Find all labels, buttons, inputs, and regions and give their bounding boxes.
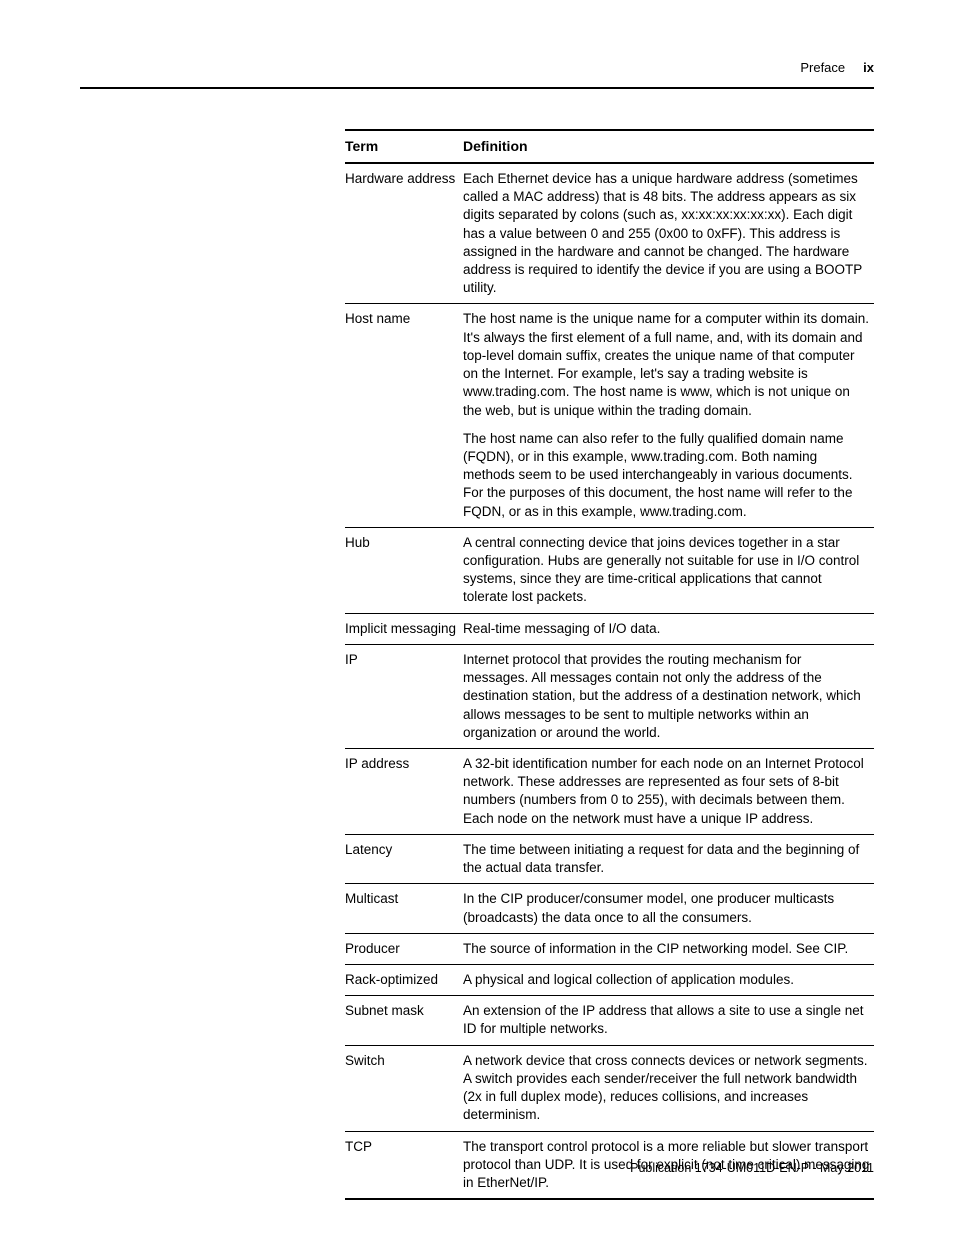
table-row: Latency The time between initiating a re… — [345, 834, 874, 883]
table-row: Multicast In the CIP producer/consumer m… — [345, 884, 874, 933]
definition-cell: An extension of the IP address that allo… — [463, 996, 874, 1045]
term-cell: IP — [345, 644, 463, 748]
definition-cell: Each Ethernet device has a unique hardwa… — [463, 163, 874, 304]
term-cell: Host name — [345, 304, 463, 527]
page-number: ix — [863, 60, 874, 75]
table-body: Hardware address Each Ethernet device ha… — [345, 163, 874, 1199]
table-row: Producer The source of information in th… — [345, 933, 874, 964]
definition-cell: The source of information in the CIP net… — [463, 933, 874, 964]
term-cell: Latency — [345, 834, 463, 883]
table-row: Subnet mask An extension of the IP addre… — [345, 996, 874, 1045]
term-cell: Subnet mask — [345, 996, 463, 1045]
table-row: Rack-optimized A physical and logical co… — [345, 964, 874, 995]
glossary-table: Term Definition Hardware address Each Et… — [345, 129, 874, 1200]
footer-publication: Publication 1734-UM011D-EN-P - May 2011 — [630, 1161, 874, 1175]
term-cell: Implicit messaging — [345, 613, 463, 644]
table-row: IP Internet protocol that provides the r… — [345, 644, 874, 748]
term-cell: Producer — [345, 933, 463, 964]
term-cell: TCP — [345, 1131, 463, 1199]
term-cell: Hub — [345, 527, 463, 613]
definition-cell: In the CIP producer/consumer model, one … — [463, 884, 874, 933]
definition-cell: The host name is the unique name for a c… — [463, 304, 874, 527]
term-cell: Hardware address — [345, 163, 463, 304]
page: Preface ix Term Definition Hardware addr… — [0, 0, 954, 1235]
term-cell: Switch — [345, 1045, 463, 1131]
column-header-term: Term — [345, 130, 463, 163]
table-header-row: Term Definition — [345, 130, 874, 163]
table-row: Host name The host name is the unique na… — [345, 304, 874, 527]
term-cell: Multicast — [345, 884, 463, 933]
section-label: Preface — [800, 60, 845, 75]
definition-cell: A 32-bit identification number for each … — [463, 749, 874, 835]
definition-cell: Internet protocol that provides the rout… — [463, 644, 874, 748]
table-row: Hub A central connecting device that joi… — [345, 527, 874, 613]
content-area: Term Definition Hardware address Each Et… — [345, 129, 874, 1200]
definition-cell: A central connecting device that joins d… — [463, 527, 874, 613]
page-header: Preface ix — [80, 60, 874, 89]
term-cell: IP address — [345, 749, 463, 835]
table-row: Hardware address Each Ethernet device ha… — [345, 163, 874, 304]
definition-cell: A physical and logical collection of app… — [463, 964, 874, 995]
table-row: IP address A 32-bit identification numbe… — [345, 749, 874, 835]
column-header-definition: Definition — [463, 130, 874, 163]
table-row: Switch A network device that cross conne… — [345, 1045, 874, 1131]
definition-cell: A network device that cross connects dev… — [463, 1045, 874, 1131]
table-row: Implicit messaging Real-time messaging o… — [345, 613, 874, 644]
term-cell: Rack-optimized — [345, 964, 463, 995]
definition-cell: Real-time messaging of I/O data. — [463, 613, 874, 644]
definition-cell: The time between initiating a request fo… — [463, 834, 874, 883]
